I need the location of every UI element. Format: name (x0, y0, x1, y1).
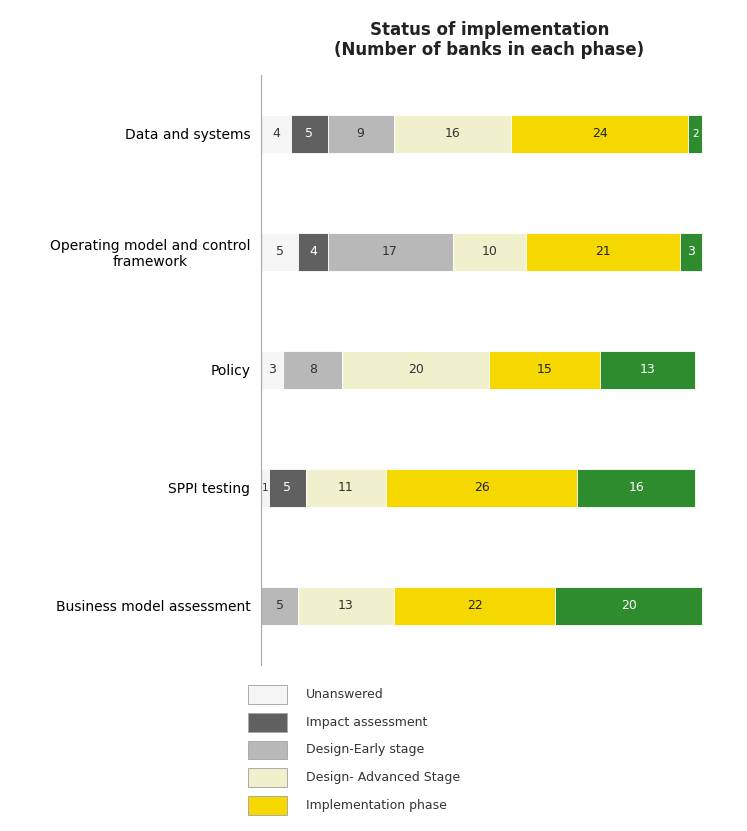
Bar (489, 351, 600, 389)
FancyBboxPatch shape (248, 740, 287, 760)
Bar (512, 115, 688, 153)
Text: 22: 22 (467, 599, 483, 612)
Bar (394, 587, 556, 625)
Text: Impact assessment: Impact assessment (306, 715, 427, 729)
Bar (342, 351, 489, 389)
Text: 5: 5 (276, 599, 284, 612)
FancyBboxPatch shape (248, 768, 287, 787)
Text: 16: 16 (628, 481, 644, 494)
Bar (306, 469, 386, 507)
Text: 21: 21 (595, 245, 611, 258)
Text: 15: 15 (536, 363, 552, 376)
Text: 5: 5 (283, 481, 291, 494)
Text: 26: 26 (474, 481, 490, 494)
Text: 8: 8 (309, 363, 317, 376)
Text: Data: Data (350, 12, 397, 31)
Text: Unanswered: Unanswered (306, 688, 384, 701)
Bar (261, 115, 291, 153)
FancyBboxPatch shape (248, 796, 287, 814)
Text: 20: 20 (408, 363, 424, 376)
Bar (688, 115, 702, 153)
Text: 3: 3 (268, 363, 276, 376)
Text: 20: 20 (621, 599, 637, 612)
Bar (298, 233, 328, 271)
Text: Design- Advanced Stage: Design- Advanced Stage (306, 771, 460, 784)
Bar (261, 233, 298, 271)
Text: 5: 5 (276, 245, 284, 258)
FancyBboxPatch shape (248, 713, 287, 732)
Text: 11: 11 (338, 481, 354, 494)
Bar (453, 233, 526, 271)
Text: 13: 13 (639, 363, 655, 376)
Text: 4: 4 (272, 127, 280, 140)
Text: 5: 5 (306, 127, 313, 140)
Text: 16: 16 (444, 127, 460, 140)
Bar (269, 469, 306, 507)
Bar (298, 587, 394, 625)
Text: 10: 10 (481, 245, 498, 258)
Title: Status of implementation
(Number of banks in each phase): Status of implementation (Number of bank… (334, 21, 645, 59)
Text: 13: 13 (338, 599, 354, 612)
Text: 1: 1 (261, 483, 268, 493)
Bar (284, 351, 342, 389)
Bar (328, 115, 394, 153)
Bar (328, 233, 453, 271)
Bar (600, 351, 695, 389)
Text: 24: 24 (592, 127, 607, 140)
Bar (261, 469, 269, 507)
Text: Design-Early stage: Design-Early stage (306, 744, 424, 756)
Bar (526, 233, 681, 271)
Text: 2: 2 (692, 129, 698, 139)
Bar (577, 469, 695, 507)
Bar (291, 115, 328, 153)
Text: 4: 4 (309, 245, 317, 258)
Bar (556, 587, 702, 625)
Text: Implementation phase: Implementation phase (306, 799, 447, 812)
Bar (681, 233, 702, 271)
FancyBboxPatch shape (248, 686, 287, 704)
Bar (261, 587, 298, 625)
Text: 9: 9 (357, 127, 365, 140)
Bar (394, 115, 512, 153)
Bar (386, 469, 577, 507)
Text: 17: 17 (382, 245, 398, 258)
Text: 3: 3 (687, 245, 695, 258)
Bar (261, 351, 284, 389)
